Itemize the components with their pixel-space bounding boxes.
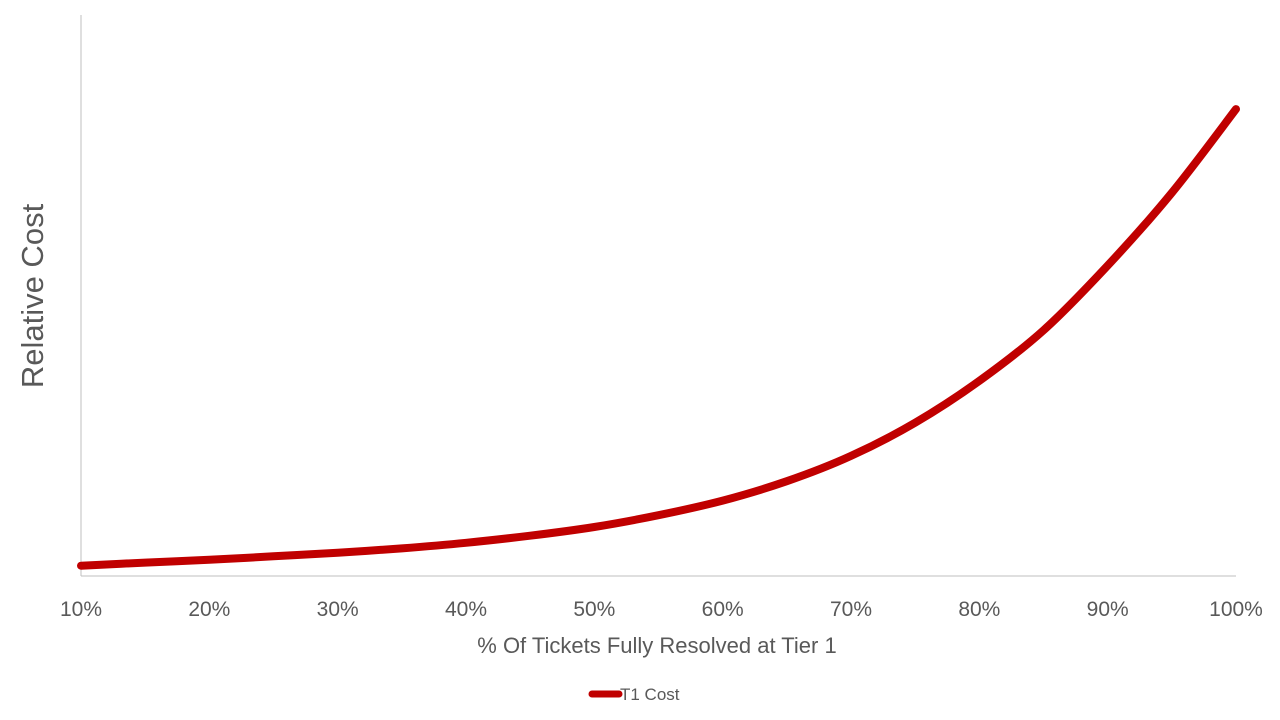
chart-axes bbox=[80, 15, 1236, 577]
x-tick-label: 70% bbox=[830, 598, 872, 621]
x-tick-label: 80% bbox=[958, 598, 1000, 621]
series-line-t1-cost bbox=[77, 105, 1240, 570]
legend: T1 Cost bbox=[588, 685, 680, 704]
x-tick-label: 40% bbox=[445, 598, 487, 621]
x-tick-label: 50% bbox=[573, 598, 615, 621]
series-layer bbox=[77, 105, 1240, 570]
x-tick-label: 30% bbox=[317, 598, 359, 621]
legend-label-t1-cost: T1 Cost bbox=[620, 685, 680, 704]
x-tick-label: 100% bbox=[1209, 598, 1263, 621]
x-axis-title: % Of Tickets Fully Resolved at Tier 1 bbox=[477, 633, 836, 658]
x-tick-label: 60% bbox=[702, 598, 744, 621]
x-tick-label: 90% bbox=[1087, 598, 1129, 621]
x-tick-label: 10% bbox=[60, 598, 102, 621]
y-axis-title: Relative Cost bbox=[15, 203, 50, 388]
x-tick-labels: 10% 20% 30% 40% 50% 60% 70% 80% 90% 100% bbox=[60, 598, 1263, 621]
x-tick-label: 20% bbox=[188, 598, 230, 621]
